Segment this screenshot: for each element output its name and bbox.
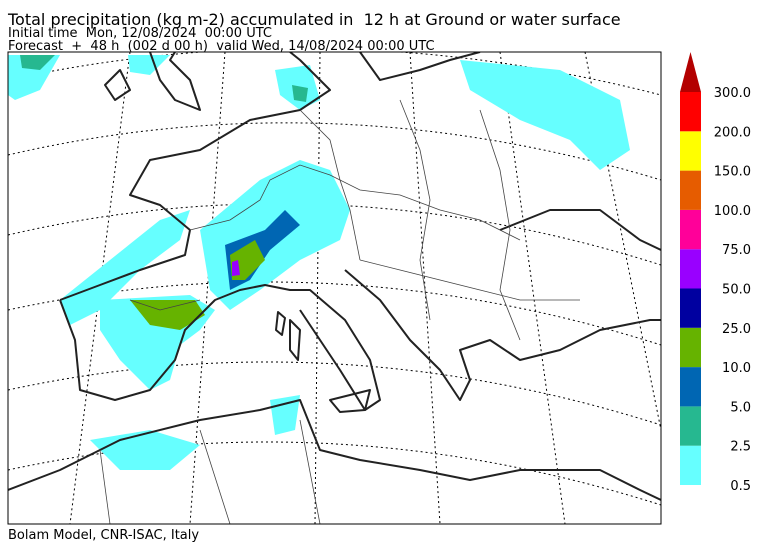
colorbar-label: 0.5 [730, 479, 751, 494]
footer: Bolam Model, CNR-ISAC, Italy [8, 528, 199, 543]
colorbar-label: 25.0 [722, 322, 751, 337]
colorbar-label: 2.5 [730, 440, 751, 455]
colorbar-label: 50.0 [722, 283, 751, 298]
colorbar-segment [680, 445, 701, 485]
colorbar-segment [680, 288, 701, 328]
colorbar-extension [680, 52, 701, 92]
colorbar-segment [680, 367, 701, 407]
map [7, 51, 662, 525]
colorbar-label: 150.0 [714, 165, 751, 180]
colorbar-segment [680, 327, 701, 368]
colorbar-segment [680, 249, 701, 289]
colorbar-label: 300.0 [714, 86, 751, 101]
colorbar-segment [680, 92, 701, 132]
map-frame [7, 51, 662, 525]
forecast: Forecast + 48 h (002 d 00 h) valid Wed, … [8, 39, 435, 54]
colorbar-label: 200.0 [714, 125, 751, 140]
colorbar-label: 75.0 [722, 243, 751, 258]
colorbar-segment [680, 406, 701, 446]
colorbar-segment [680, 131, 701, 171]
colorbar-label: 100.0 [714, 204, 751, 219]
colorbar-label: 5.0 [730, 400, 751, 415]
colorbar: 0.5 2.5 5.0 10.0 25.0 50.0 75.0 100.0 150.0 200.0… [680, 52, 751, 494]
colorbar-segment [680, 170, 701, 210]
title: Total precipitation (kg m-2) accumulated… [7, 10, 621, 29]
colorbar-segment [680, 209, 701, 250]
initial-time: Initial time Mon, 12/08/2024 00:00 UTC [8, 26, 272, 41]
colorbar-label: 10.0 [722, 361, 751, 376]
